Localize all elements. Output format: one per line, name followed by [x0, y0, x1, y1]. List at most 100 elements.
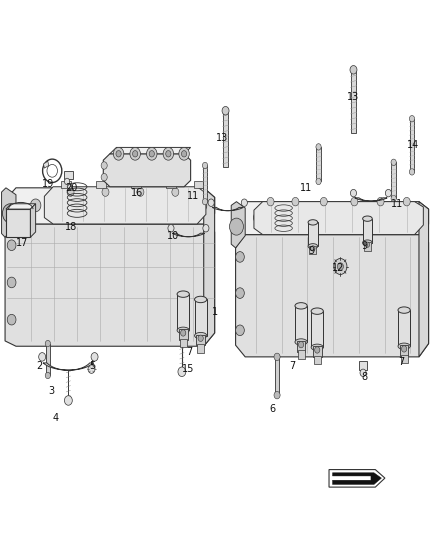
Bar	[392, 163, 396, 198]
Circle shape	[137, 188, 144, 196]
Circle shape	[166, 151, 171, 157]
Polygon shape	[5, 188, 215, 224]
Circle shape	[350, 189, 357, 197]
Text: 14: 14	[407, 140, 420, 150]
Polygon shape	[231, 201, 245, 248]
Circle shape	[130, 148, 141, 160]
Circle shape	[314, 347, 320, 353]
Bar	[308, 222, 318, 246]
Text: 7: 7	[186, 346, 192, 357]
Circle shape	[365, 242, 370, 247]
Circle shape	[293, 212, 302, 223]
Ellipse shape	[194, 333, 207, 339]
Text: 7: 7	[399, 357, 405, 367]
Bar	[297, 341, 305, 352]
Ellipse shape	[194, 296, 207, 303]
Bar	[275, 356, 279, 395]
Circle shape	[236, 325, 244, 336]
Ellipse shape	[177, 327, 189, 334]
Circle shape	[203, 224, 209, 232]
Bar	[196, 335, 205, 345]
Circle shape	[45, 372, 50, 378]
Circle shape	[102, 188, 109, 196]
Circle shape	[202, 198, 208, 205]
Circle shape	[149, 151, 154, 157]
Bar	[363, 219, 372, 243]
Circle shape	[385, 189, 392, 197]
Circle shape	[230, 218, 244, 235]
Text: 13: 13	[347, 92, 360, 102]
Circle shape	[267, 197, 274, 206]
Ellipse shape	[398, 307, 410, 313]
Ellipse shape	[311, 308, 323, 314]
Circle shape	[113, 199, 124, 212]
Circle shape	[198, 335, 203, 342]
Circle shape	[274, 353, 280, 361]
Bar	[311, 311, 323, 348]
Circle shape	[181, 151, 187, 157]
Circle shape	[360, 369, 366, 376]
Circle shape	[7, 314, 16, 325]
Circle shape	[113, 148, 124, 160]
Circle shape	[316, 178, 321, 184]
Bar	[203, 165, 207, 201]
Circle shape	[101, 173, 107, 181]
Bar	[295, 306, 307, 342]
Text: 1: 1	[212, 306, 218, 317]
Polygon shape	[6, 209, 30, 237]
Circle shape	[67, 188, 74, 196]
Circle shape	[91, 353, 98, 361]
Circle shape	[334, 259, 347, 274]
Bar	[131, 181, 141, 188]
Bar	[180, 339, 187, 348]
Text: 19: 19	[42, 179, 54, 189]
Bar	[309, 246, 316, 254]
Circle shape	[274, 391, 280, 399]
Bar	[401, 355, 408, 364]
Circle shape	[208, 199, 214, 206]
Bar	[351, 70, 356, 133]
Polygon shape	[6, 204, 35, 209]
Circle shape	[30, 199, 41, 212]
Circle shape	[39, 353, 46, 361]
Text: 10: 10	[167, 231, 179, 241]
Bar	[194, 300, 207, 336]
Text: 13: 13	[216, 133, 229, 143]
Circle shape	[70, 199, 80, 212]
Polygon shape	[419, 201, 428, 357]
Polygon shape	[44, 187, 206, 224]
Polygon shape	[236, 201, 428, 235]
Bar	[313, 346, 321, 357]
Text: 8: 8	[361, 372, 367, 382]
Text: 4: 4	[52, 413, 58, 423]
Ellipse shape	[311, 344, 323, 351]
Circle shape	[178, 367, 186, 376]
Circle shape	[202, 163, 208, 168]
Circle shape	[236, 288, 244, 298]
Bar	[223, 111, 228, 166]
Circle shape	[254, 212, 263, 223]
Circle shape	[147, 148, 157, 160]
Bar	[400, 345, 409, 356]
Polygon shape	[204, 188, 215, 346]
Circle shape	[179, 148, 189, 160]
Circle shape	[168, 224, 174, 232]
Bar	[297, 351, 304, 359]
Bar	[96, 181, 106, 188]
Bar	[314, 356, 321, 365]
Circle shape	[88, 365, 95, 373]
Polygon shape	[236, 235, 428, 357]
Circle shape	[350, 66, 357, 74]
Text: 6: 6	[269, 404, 276, 414]
Ellipse shape	[308, 244, 318, 249]
Circle shape	[7, 240, 16, 251]
Text: 11: 11	[187, 191, 199, 201]
Circle shape	[196, 199, 207, 212]
Polygon shape	[110, 148, 191, 154]
Circle shape	[410, 116, 415, 122]
Circle shape	[298, 342, 304, 348]
Text: 20: 20	[65, 183, 78, 193]
Text: 12: 12	[332, 263, 344, 272]
Text: 11: 11	[391, 199, 403, 209]
Circle shape	[101, 162, 107, 169]
